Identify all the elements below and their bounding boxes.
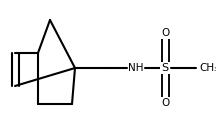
Text: O: O (161, 98, 169, 108)
Text: NH: NH (128, 63, 144, 73)
Text: O: O (161, 28, 169, 38)
Text: S: S (161, 63, 168, 73)
Text: CH₃: CH₃ (199, 63, 216, 73)
